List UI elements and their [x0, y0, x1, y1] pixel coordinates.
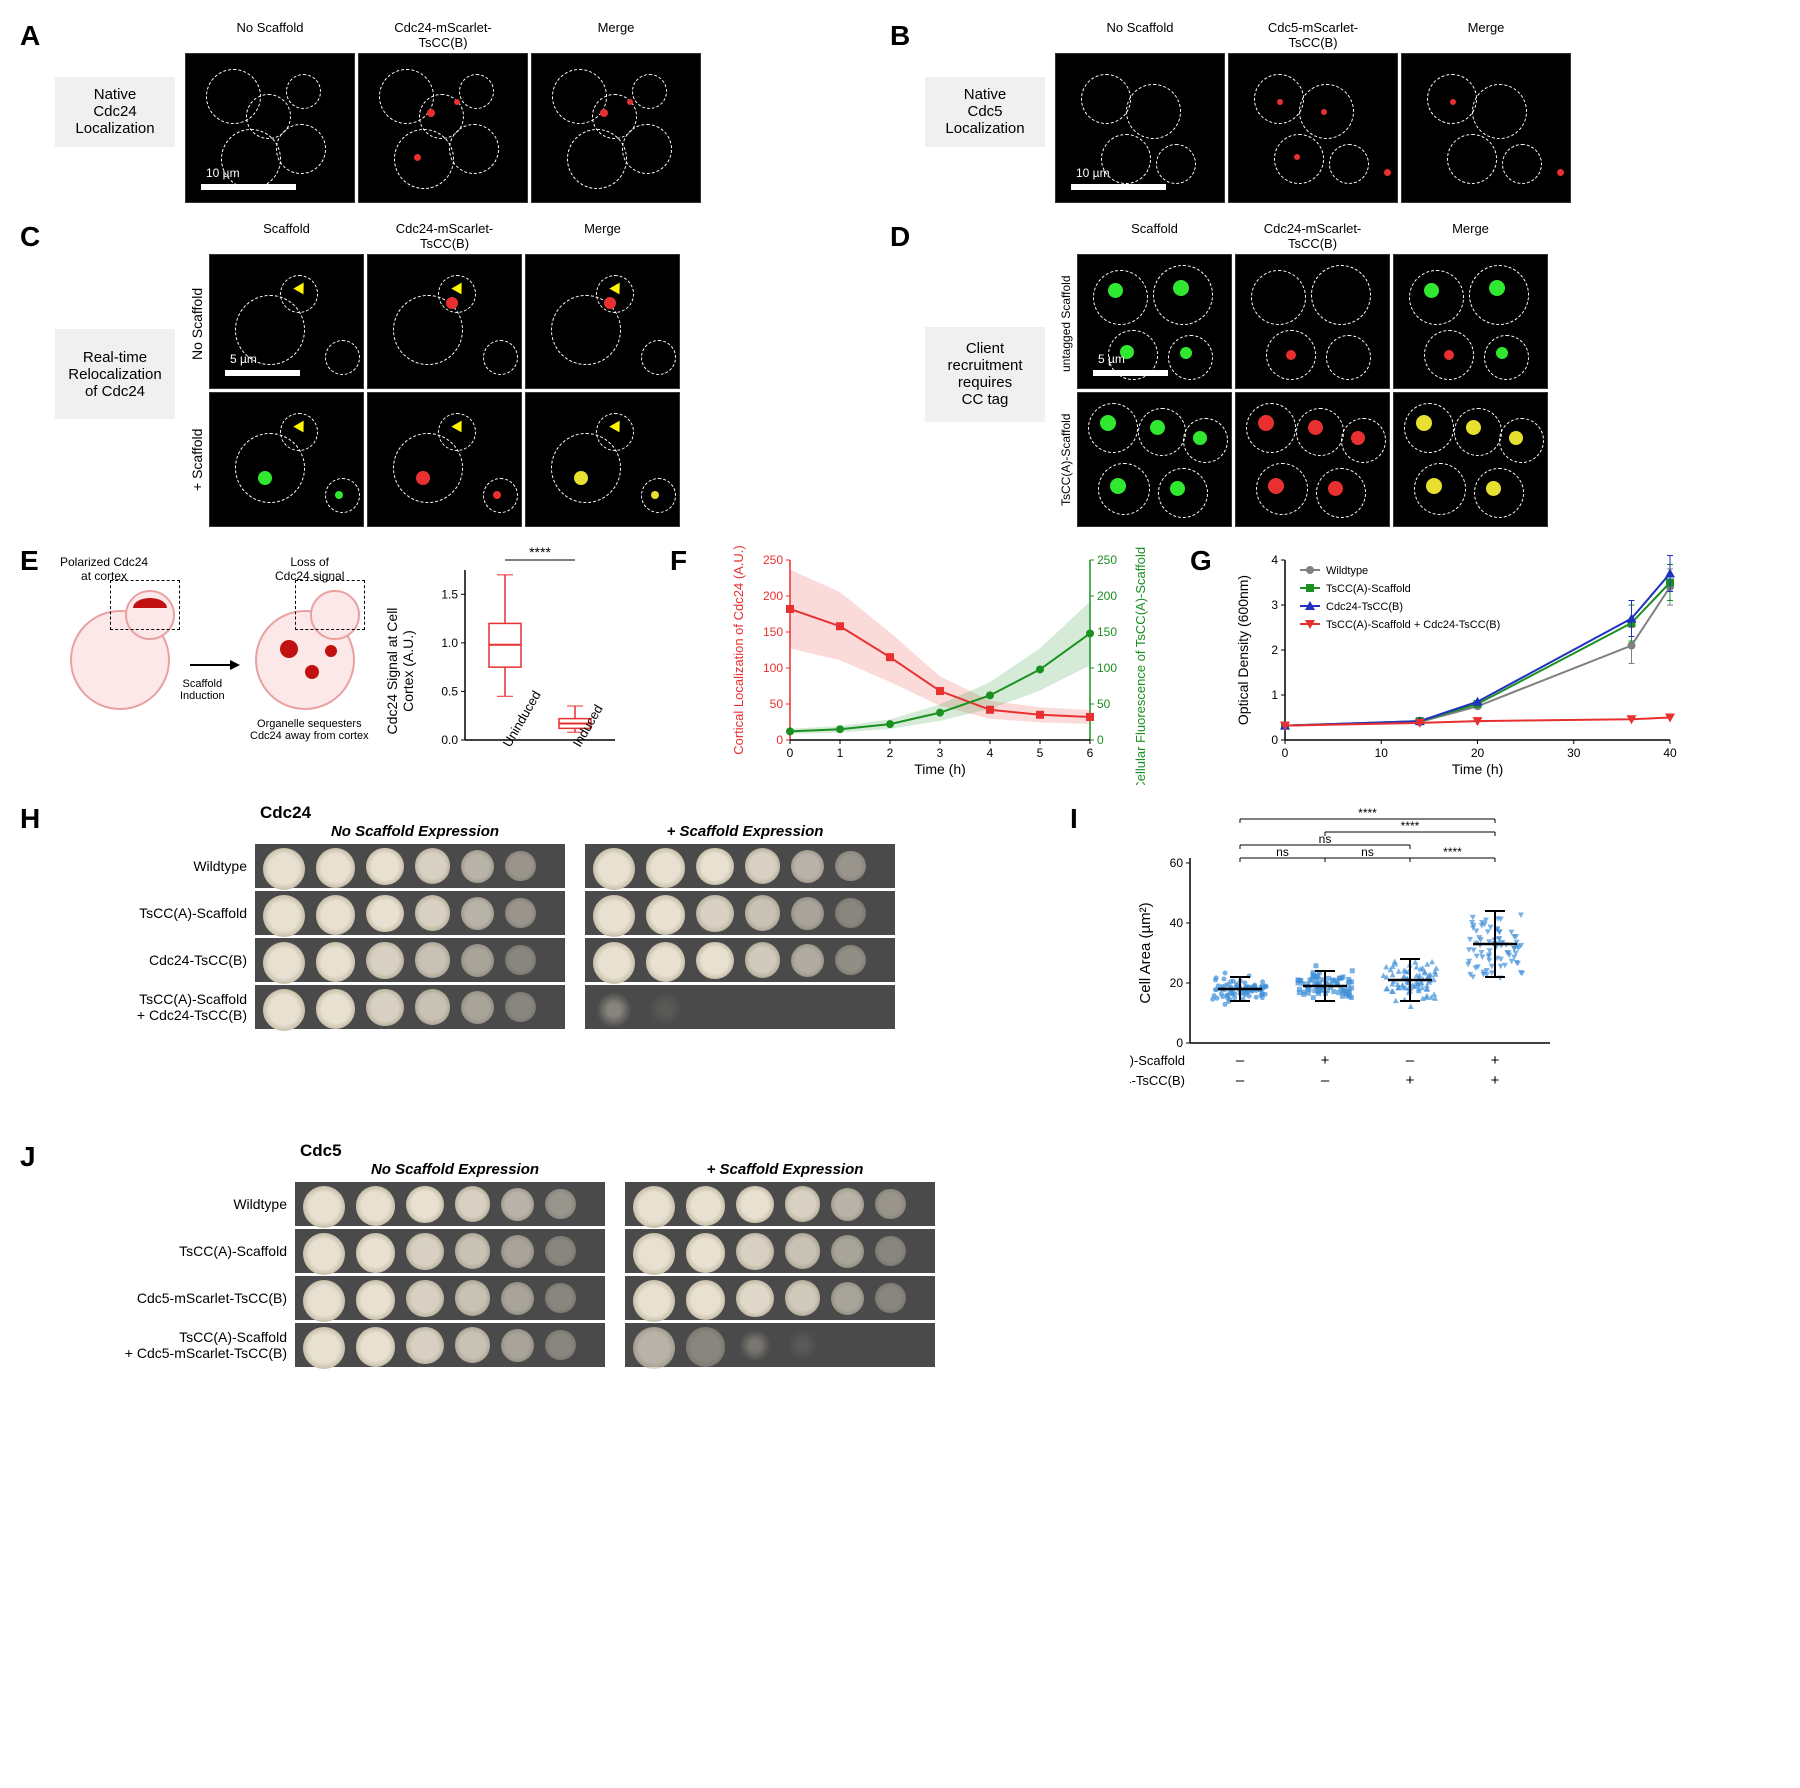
svg-text:4: 4: [987, 746, 994, 760]
svg-text:0: 0: [1176, 1036, 1183, 1050]
svg-text:Cortical Localization of Cdc24: Cortical Localization of Cdc24 (A.U.): [731, 545, 746, 755]
svg-text:TsCC(A)-Scaffold: TsCC(A)-Scaffold: [1326, 583, 1411, 595]
panel-d-sidelabel: Client recruitment requires CC tag: [925, 327, 1045, 422]
svg-text:100: 100: [1097, 661, 1117, 675]
panel-e-boxplot: Cdc24 Signal at Cell Cortex (A.U.) 0.00.…: [405, 545, 635, 775]
panel-letter-b: B: [890, 20, 910, 52]
svg-text:1.5: 1.5: [441, 587, 458, 601]
svg-text:2: 2: [1271, 643, 1278, 657]
panel-letter-d: D: [890, 221, 910, 253]
panel-letter-a: A: [20, 20, 40, 52]
svg-text:2: 2: [887, 746, 894, 760]
svg-text:TsCC(A)-Scaffold: TsCC(A)-Scaffold: [1130, 1053, 1185, 1068]
panel-g-chart: 01234010203040Time (h)Optical Density (6…: [1230, 545, 1690, 785]
svg-text:Time (h): Time (h): [1452, 761, 1504, 777]
svg-text:6: 6: [1087, 746, 1094, 760]
svg-text:Cell Area (µm²): Cell Area (µm²): [1137, 902, 1154, 1003]
svg-text:0.0: 0.0: [441, 733, 458, 747]
svg-text:10: 10: [1375, 746, 1389, 760]
svg-text:Wildtype: Wildtype: [1326, 565, 1368, 577]
svg-text:5: 5: [1037, 746, 1044, 760]
panel-d-images: Scaffold Cdc24-mScarlet- TsCC(B) Merge: [1077, 221, 1548, 527]
svg-text:1.0: 1.0: [441, 636, 458, 650]
svg-text:1: 1: [1271, 688, 1278, 702]
svg-text:–: –: [1406, 1052, 1415, 1069]
svg-text:+: +: [1491, 1052, 1500, 1069]
panel-a-sidelabel: Native Cdc24 Localization: [55, 77, 175, 147]
svg-text:****: ****: [1358, 806, 1377, 820]
svg-text:+: +: [1321, 1052, 1330, 1069]
micro-a-2: [358, 53, 528, 203]
micro-a-3: [531, 53, 701, 203]
panel-letter-c: C: [20, 221, 40, 253]
figure-root: A Native Cdc24 Localization No Scaffold …: [20, 20, 1780, 1370]
svg-text:+: +: [1406, 1072, 1415, 1089]
svg-text:Cdc24-TsCC(B): Cdc24-TsCC(B): [1130, 1073, 1185, 1088]
panel-c-images: Scaffold Cdc24-mScarlet- TsCC(B) Merge 5: [209, 221, 680, 527]
svg-text:TsCC(A)-Scaffold + Cdc24-TsCC(: TsCC(A)-Scaffold + Cdc24-TsCC(B): [1326, 619, 1500, 631]
panel-letter-j: J: [20, 1141, 36, 1173]
svg-text:****: ****: [1443, 845, 1462, 859]
svg-text:250: 250: [1097, 553, 1117, 567]
svg-text:1: 1: [837, 746, 844, 760]
micro-b-1: 10 µm: [1055, 53, 1225, 203]
svg-text:4: 4: [1271, 553, 1278, 567]
svg-text:ns: ns: [1319, 832, 1332, 846]
svg-text:Time (h): Time (h): [914, 761, 966, 777]
panel-j-assay: Cdc5 No Scaffold Expression + Scaffold E…: [60, 1141, 1120, 1367]
panel-h-assay: Cdc24 No Scaffold Expression + Scaffold …: [60, 803, 1070, 1029]
svg-text:50: 50: [770, 697, 784, 711]
svg-text:200: 200: [1097, 589, 1117, 603]
svg-text:0: 0: [1271, 733, 1278, 747]
svg-text:200: 200: [763, 589, 783, 603]
svg-text:ns: ns: [1361, 845, 1374, 859]
svg-text:–: –: [1236, 1052, 1245, 1069]
svg-text:–: –: [1236, 1072, 1245, 1089]
micro-b-3: [1401, 53, 1571, 203]
panel-i-scatter: 0 20 40 60 ns ns **** **** **** ns TsCC(A)-Scaffol…: [1130, 803, 1630, 1123]
panel-b-sidelabel: Native Cdc5 Localization: [925, 77, 1045, 147]
svg-text:60: 60: [1170, 856, 1184, 870]
panel-c-sidelabel: Real-time Relocalization of Cdc24: [55, 329, 175, 419]
micro-a-1: 10 µm: [185, 53, 355, 203]
panel-letter-i: I: [1070, 803, 1078, 835]
panel-e-diagram: Polarized Cdc24 at cortex Scaffold Induc…: [50, 550, 390, 770]
panel-letter-e: E: [20, 545, 39, 577]
svg-text:20: 20: [1170, 976, 1184, 990]
svg-text:****: ****: [529, 545, 551, 560]
svg-text:0: 0: [776, 733, 783, 747]
svg-text:3: 3: [1271, 598, 1278, 612]
svg-text:40: 40: [1663, 746, 1677, 760]
svg-text:Optical Density (600nm): Optical Density (600nm): [1235, 575, 1251, 725]
svg-text:20: 20: [1471, 746, 1485, 760]
svg-text:50: 50: [1097, 697, 1111, 711]
panel-b-images: No Scaffold Cdc5-mScarlet- TsCC(B) Merge…: [1055, 20, 1571, 203]
panel-f-chart: 0 50 100 150 200 250 0 50 100 150 200 250 0 1 2 3 4 5 6 Tim…: [725, 545, 1165, 785]
svg-text:100: 100: [763, 661, 783, 675]
svg-text:150: 150: [763, 625, 783, 639]
svg-text:+: +: [1491, 1072, 1500, 1089]
panel-letter-g: G: [1190, 545, 1212, 577]
svg-text:150: 150: [1097, 625, 1117, 639]
svg-text:30: 30: [1567, 746, 1581, 760]
svg-text:0: 0: [1282, 746, 1289, 760]
svg-text:Cellular Fluorescence of TsCC(: Cellular Fluorescence of TsCC(A)-Scaffol…: [1133, 545, 1148, 785]
svg-text:0: 0: [787, 746, 794, 760]
svg-text:250: 250: [763, 553, 783, 567]
svg-text:0.5: 0.5: [441, 684, 458, 698]
svg-text:3: 3: [937, 746, 944, 760]
svg-text:–: –: [1321, 1072, 1330, 1089]
svg-text:40: 40: [1170, 916, 1184, 930]
svg-text:****: ****: [1401, 819, 1420, 833]
svg-text:Cdc24-TsCC(B): Cdc24-TsCC(B): [1326, 601, 1403, 613]
panel-a-images: No Scaffold Cdc24-mScarlet- TsCC(B) Merg…: [185, 20, 701, 203]
micro-b-2: [1228, 53, 1398, 203]
panel-letter-h: H: [20, 803, 40, 835]
svg-text:0: 0: [1097, 733, 1104, 747]
svg-text:ns: ns: [1276, 845, 1289, 859]
panel-letter-f: F: [670, 545, 687, 577]
